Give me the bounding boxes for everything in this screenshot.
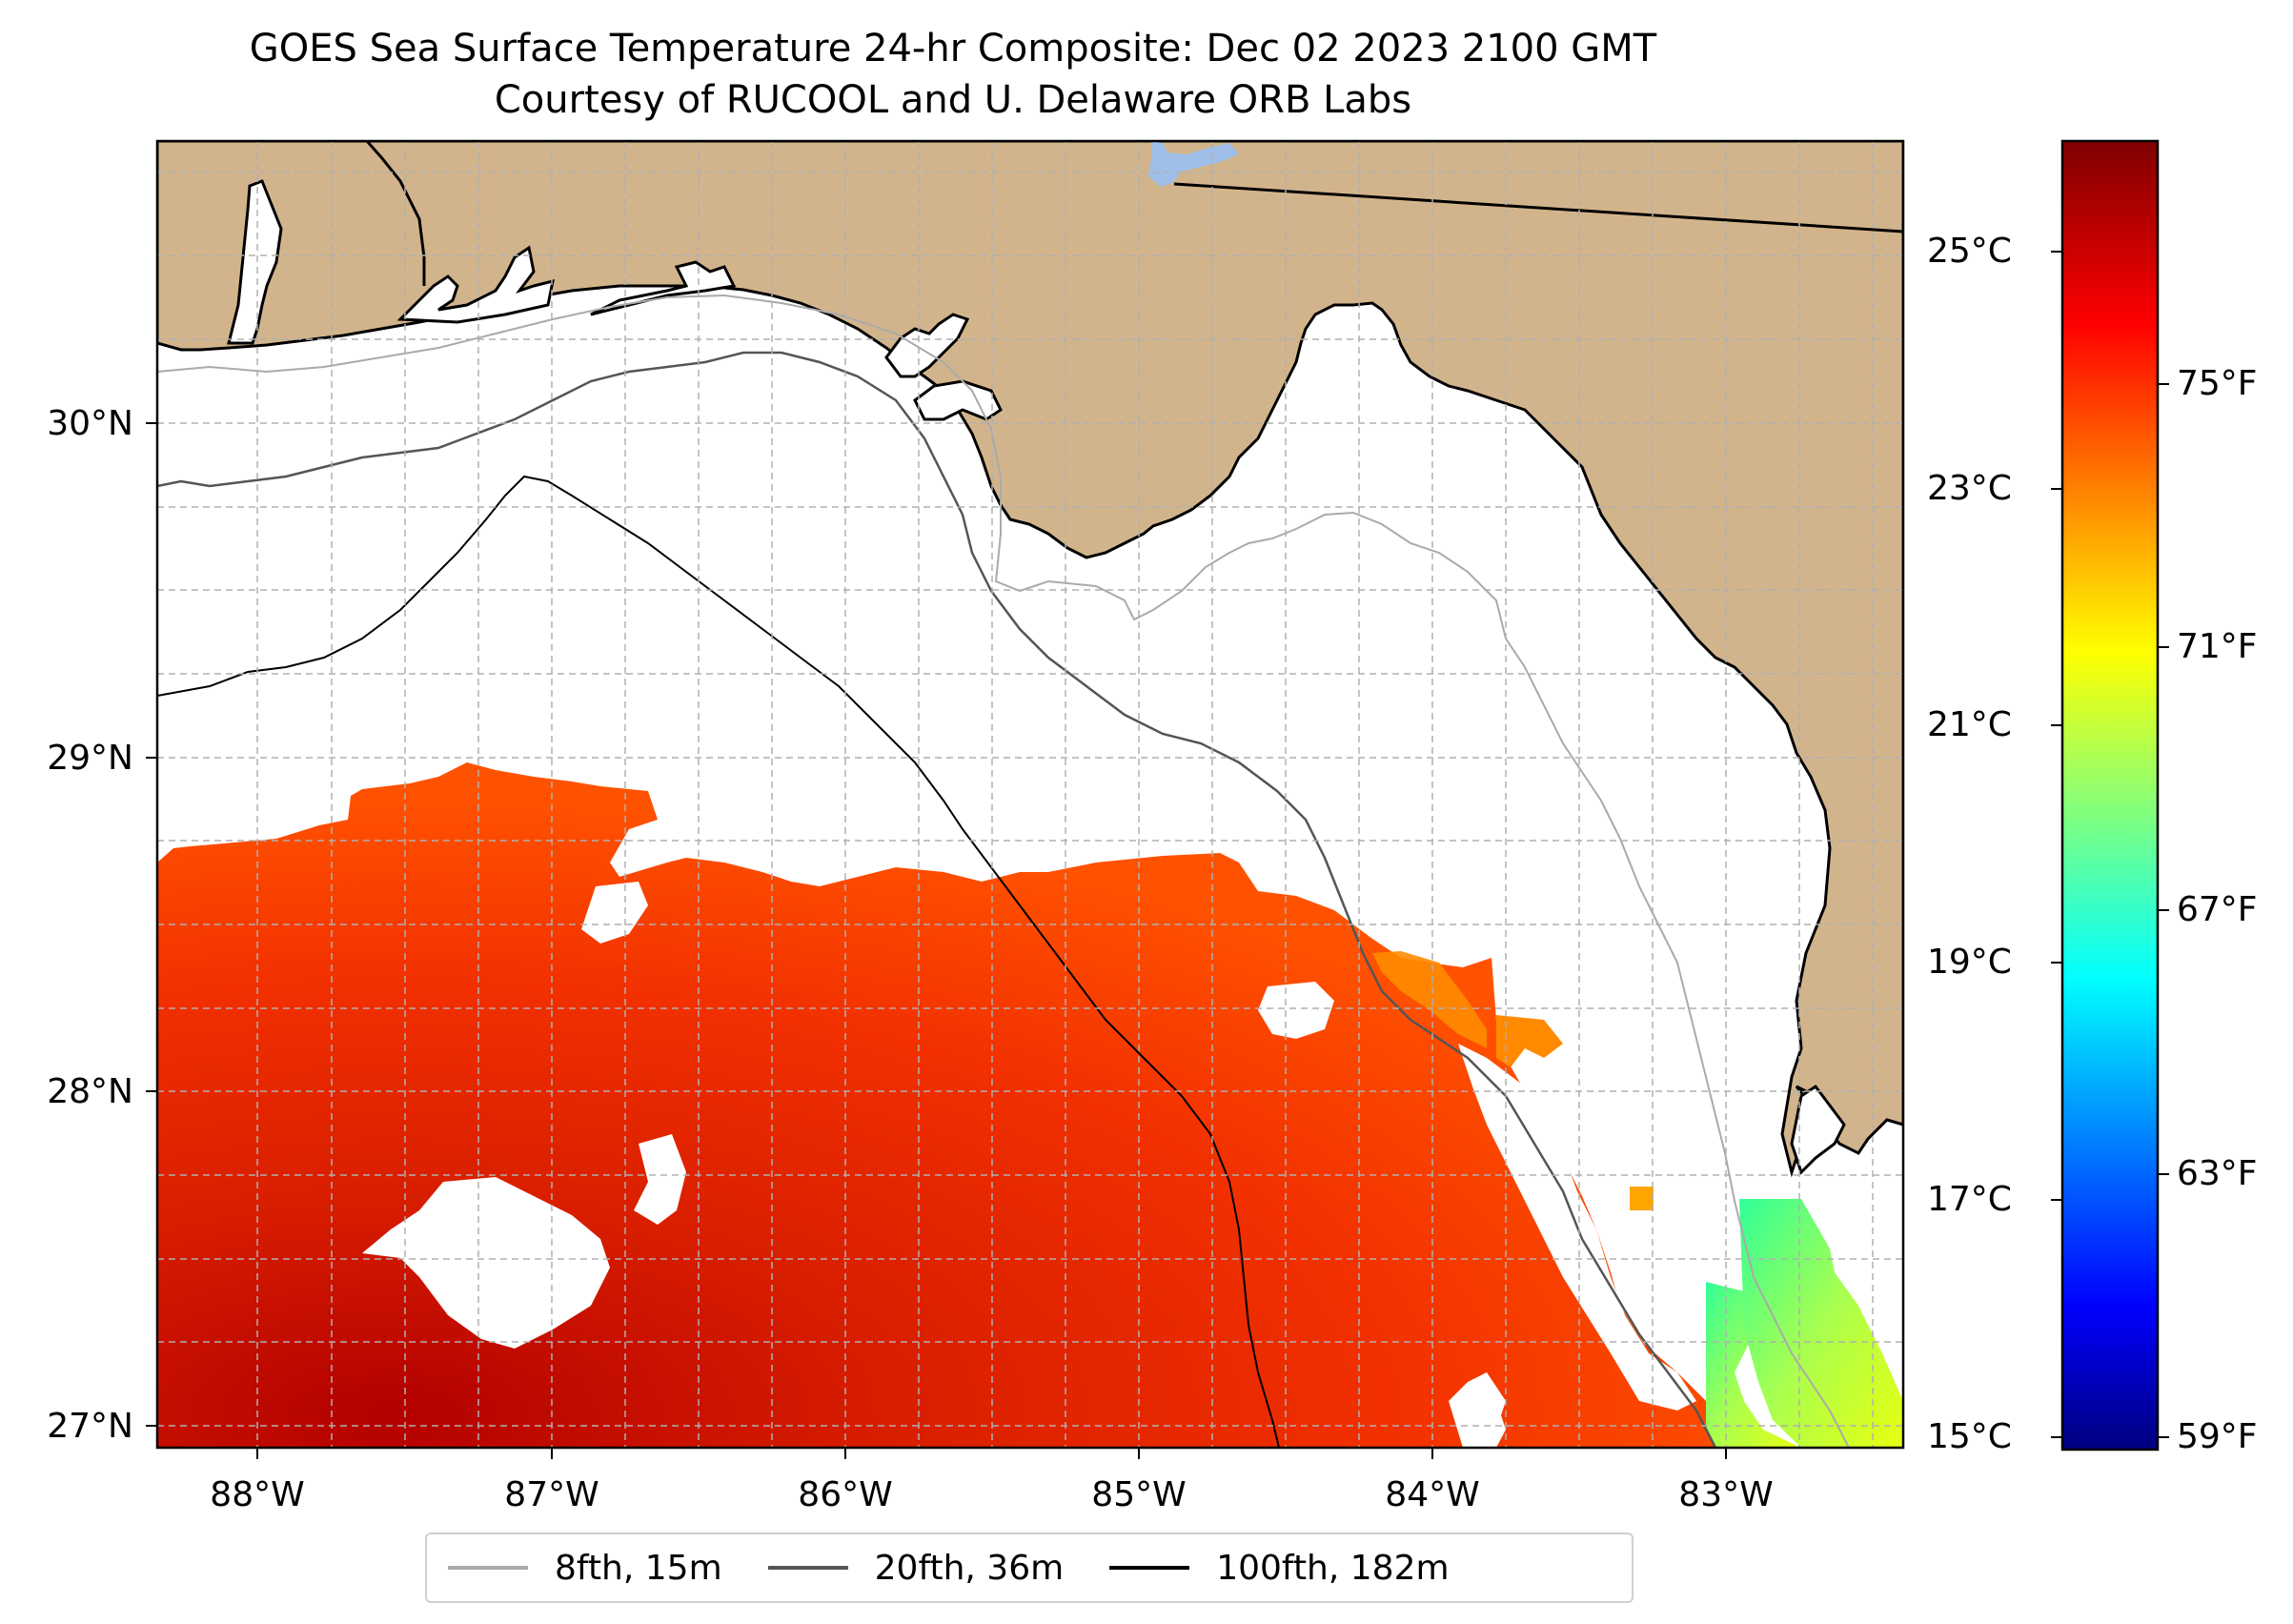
lat-tick-label: 29°N [47, 739, 133, 778]
sst-cool-field [1739, 1199, 1903, 1448]
lat-tick-label: 30°N [47, 404, 133, 443]
st-andrews-bay [913, 379, 1003, 421]
no-data-hole [362, 1177, 610, 1349]
tampa-bay [1790, 1084, 1846, 1175]
mobile-bay [227, 179, 283, 345]
colorbar-celsius-label: 23°C [1927, 469, 2012, 508]
legend-entry-8fth: 8fth, 15m [448, 1549, 722, 1588]
legend-label: 8fth, 15m [555, 1548, 722, 1588]
colorbar-fahrenheit-label: 75°F [2177, 364, 2258, 403]
colorbar-celsius-label: 25°C [1927, 232, 2012, 271]
lon-tick-label: 88°W [210, 1475, 304, 1514]
pensacola-bay [396, 245, 555, 324]
state-border [365, 141, 426, 286]
legend-swatch [448, 1566, 528, 1570]
colorbar [2060, 139, 2160, 1451]
legend-swatch [767, 1566, 848, 1570]
legend-entry-20fth: 20fth, 36m [767, 1548, 1065, 1588]
gridlines [157, 141, 1903, 1448]
colorbar-celsius-label: 21°C [1927, 705, 2012, 744]
lake [1148, 141, 1239, 187]
no-data-hole [634, 1134, 686, 1225]
legend-entry-100fth: 100fth, 182m [1109, 1548, 1450, 1588]
lon-tick-label: 83°W [1678, 1475, 1773, 1514]
sst-warm-edge [1372, 951, 1487, 1048]
sst-cool-field [1706, 1282, 1801, 1448]
sst-warm-blob [1630, 1187, 1654, 1210]
axis-ticks [146, 422, 1727, 1459]
isobath-8fth [157, 294, 1850, 1448]
isobath-100fth [157, 475, 1280, 1448]
legend-label: 100fth, 182m [1216, 1548, 1450, 1588]
no-data-hole [1468, 1391, 1506, 1448]
colorbar-celsius-label: 19°C [1927, 943, 2012, 982]
lat-tick-label: 27°N [47, 1407, 133, 1446]
isobath-20fth [157, 351, 1717, 1448]
apalachicola-bay [884, 313, 970, 378]
colorbar-celsius-label: 15°C [1927, 1417, 2012, 1456]
map-subtitle: Courtesy of RUCOOL and U. Delaware ORB L… [494, 78, 1412, 122]
map-frame [155, 139, 1905, 1450]
lon-tick-label: 84°W [1385, 1475, 1479, 1514]
isobath-legend: 8fth, 15m 20fth, 36m 100fth, 182m [425, 1533, 1634, 1603]
colorbar-fahrenheit-label: 67°F [2177, 890, 2258, 929]
colorbar-fahrenheit-label: 59°F [2177, 1417, 2258, 1456]
lon-tick-label: 85°W [1091, 1475, 1186, 1514]
no-data-hole [1258, 982, 1334, 1039]
colorbar-fahrenheit-label: 71°F [2177, 627, 2258, 666]
no-data-hole [581, 882, 648, 944]
state-border [1173, 182, 1903, 233]
colorbar-ticks [2051, 251, 2169, 1438]
lon-tick-label: 86°W [798, 1475, 892, 1514]
legend-label: 20fth, 36m [874, 1548, 1065, 1588]
sst-warm-blob [1496, 1015, 1563, 1067]
legend-swatch [1109, 1566, 1190, 1570]
colorbar-celsius-label: 17°C [1927, 1180, 2012, 1219]
lat-tick-label: 28°N [47, 1072, 133, 1111]
map-title: GOES Sea Surface Temperature 24-hr Compo… [249, 27, 1657, 71]
choctaw-bay [590, 260, 737, 316]
lon-tick-label: 87°W [504, 1475, 599, 1514]
colorbar-fahrenheit-label: 63°F [2177, 1154, 2258, 1193]
